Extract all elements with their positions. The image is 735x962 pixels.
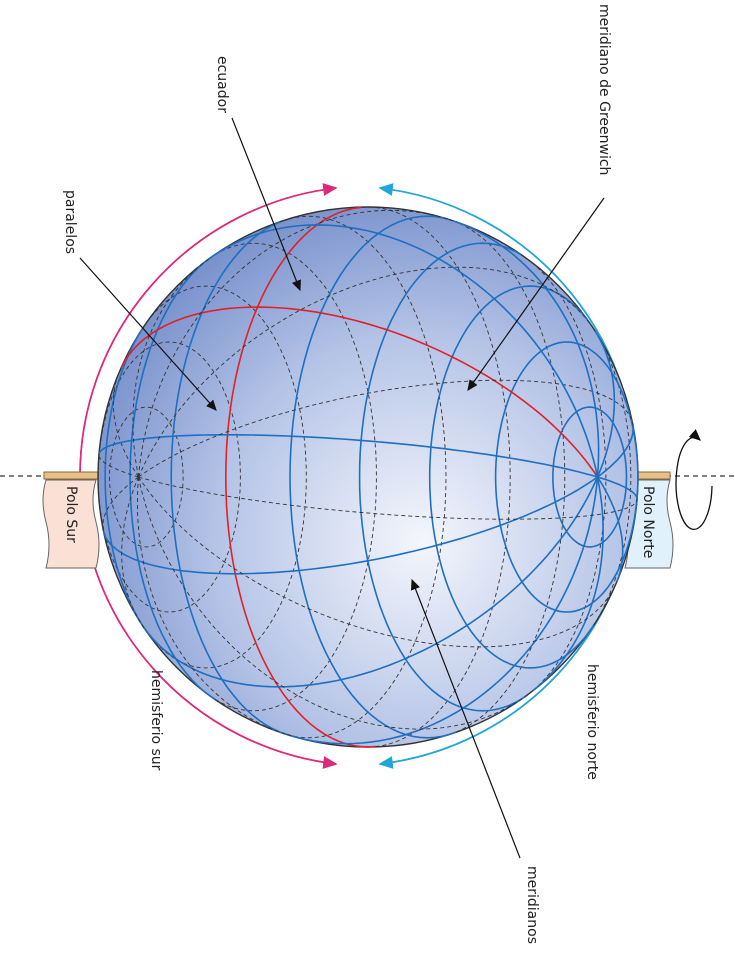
north-pole-label: Polo Norte bbox=[640, 486, 656, 558]
leader bbox=[79, 257, 217, 411]
meridian bbox=[138, 209, 453, 478]
greenwich-meridian bbox=[120, 306, 599, 478]
meridian bbox=[138, 379, 634, 478]
meridian bbox=[452, 219, 600, 478]
meridian bbox=[132, 258, 210, 478]
south-hemisphere-label: hemisferio sur bbox=[148, 670, 164, 771]
meridian bbox=[138, 476, 618, 648]
parallel bbox=[279, 215, 447, 739]
equator-label: ecuador bbox=[214, 56, 230, 113]
meridian bbox=[594, 330, 616, 478]
parallel bbox=[129, 476, 216, 701]
parallel bbox=[104, 476, 148, 632]
south-pole-label: Polo Sur bbox=[63, 486, 79, 543]
leader bbox=[467, 197, 605, 391]
parallel bbox=[552, 406, 628, 548]
meridian bbox=[597, 476, 638, 500]
parallel bbox=[109, 406, 184, 548]
meridian bbox=[102, 476, 139, 532]
meridian bbox=[98, 453, 139, 478]
meridian bbox=[532, 476, 604, 692]
meridians-label: meridianos bbox=[524, 866, 540, 944]
north-hemisphere-label: hemisferio norte bbox=[584, 664, 600, 780]
south-flag bbox=[42, 479, 100, 569]
meridian bbox=[138, 476, 638, 520]
rotation-arrow bbox=[675, 429, 713, 530]
parallel bbox=[358, 242, 522, 478]
parallels-label: paralelos bbox=[62, 190, 78, 254]
parallel bbox=[129, 258, 210, 478]
meridian bbox=[98, 433, 598, 478]
meridian bbox=[597, 425, 634, 478]
parallel bbox=[170, 476, 288, 736]
graticule bbox=[97, 206, 639, 748]
meridian bbox=[290, 476, 599, 745]
meridian bbox=[121, 476, 145, 629]
parallel bbox=[494, 341, 639, 613]
south-pole-rod bbox=[43, 471, 101, 480]
parallel bbox=[142, 285, 307, 669]
meridian bbox=[596, 476, 624, 582]
equator bbox=[225, 206, 361, 478]
equator bbox=[360, 206, 511, 748]
parallel bbox=[97, 341, 241, 613]
greenwich-label: meridiano de Greenwich bbox=[596, 4, 612, 175]
meridian bbox=[138, 476, 534, 730]
leader bbox=[411, 578, 521, 859]
meridian bbox=[143, 476, 599, 688]
parallel bbox=[104, 328, 144, 478]
leader bbox=[231, 117, 301, 292]
parallel bbox=[428, 476, 595, 669]
parallel bbox=[358, 476, 528, 712]
meridian bbox=[102, 476, 598, 575]
parallel bbox=[289, 215, 450, 478]
equator bbox=[225, 476, 376, 748]
greenwich-meridian bbox=[112, 367, 139, 478]
parallel bbox=[448, 218, 566, 733]
meridian bbox=[208, 224, 599, 478]
meridian bbox=[136, 476, 292, 737]
